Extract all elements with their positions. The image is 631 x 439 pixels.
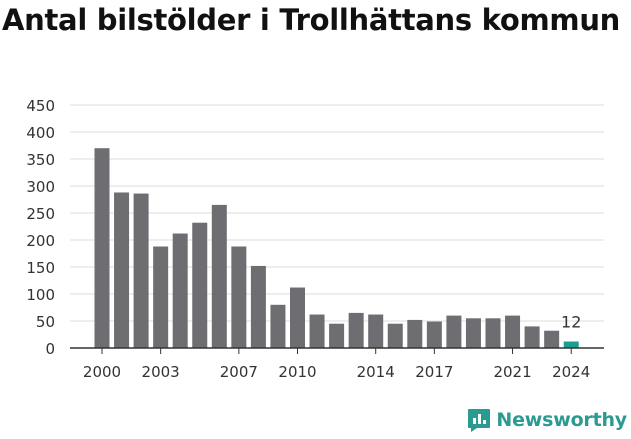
bar	[544, 330, 560, 348]
bar	[368, 314, 384, 348]
bar	[153, 246, 169, 348]
bar	[211, 204, 227, 348]
chart-title: Antal bilstölder i Trollhättans kommun å…	[2, 3, 627, 37]
y-tick-label: 450	[26, 97, 55, 115]
bar	[407, 319, 423, 348]
y-tick-label: 400	[26, 124, 55, 142]
x-tick-label: 2003	[142, 363, 180, 381]
y-tick-label: 150	[26, 259, 55, 277]
x-tick-label: 2017	[415, 363, 453, 381]
x-tick-label: 2024	[552, 363, 590, 381]
bar	[348, 312, 364, 348]
bar	[172, 233, 188, 348]
brand-logo: Newsworthy	[466, 405, 627, 435]
data-label: 12	[561, 313, 581, 332]
bar	[133, 193, 149, 348]
bar	[309, 314, 325, 348]
x-tick-label: 2010	[278, 363, 316, 381]
y-tick-label: 0	[45, 340, 55, 358]
bar	[329, 323, 345, 348]
y-tick-label: 200	[26, 232, 55, 250]
bar	[465, 318, 481, 348]
y-tick-label: 250	[26, 205, 55, 223]
y-tick-label: 350	[26, 151, 55, 169]
bar	[192, 222, 208, 348]
bar	[94, 148, 110, 348]
bar	[485, 318, 501, 348]
bar	[250, 265, 266, 348]
y-tick-label: 50	[36, 313, 55, 331]
bar	[270, 304, 286, 348]
x-tick-label: 2000	[83, 363, 121, 381]
newsworthy-logo-icon	[468, 409, 491, 432]
x-tick-label: 2014	[357, 363, 395, 381]
bar	[290, 287, 305, 348]
y-tick-label: 300	[26, 178, 55, 196]
brand-name: Newsworthy	[496, 409, 627, 431]
bar	[114, 192, 130, 348]
y-tick-label: 100	[26, 286, 55, 304]
bar	[563, 341, 579, 348]
bar	[446, 315, 462, 348]
bar	[426, 321, 442, 348]
bar	[387, 323, 403, 348]
x-tick-label: 2007	[220, 363, 258, 381]
x-tick-label: 2021	[493, 363, 531, 381]
bar	[524, 326, 540, 348]
bar	[505, 315, 521, 348]
bar	[231, 246, 247, 348]
